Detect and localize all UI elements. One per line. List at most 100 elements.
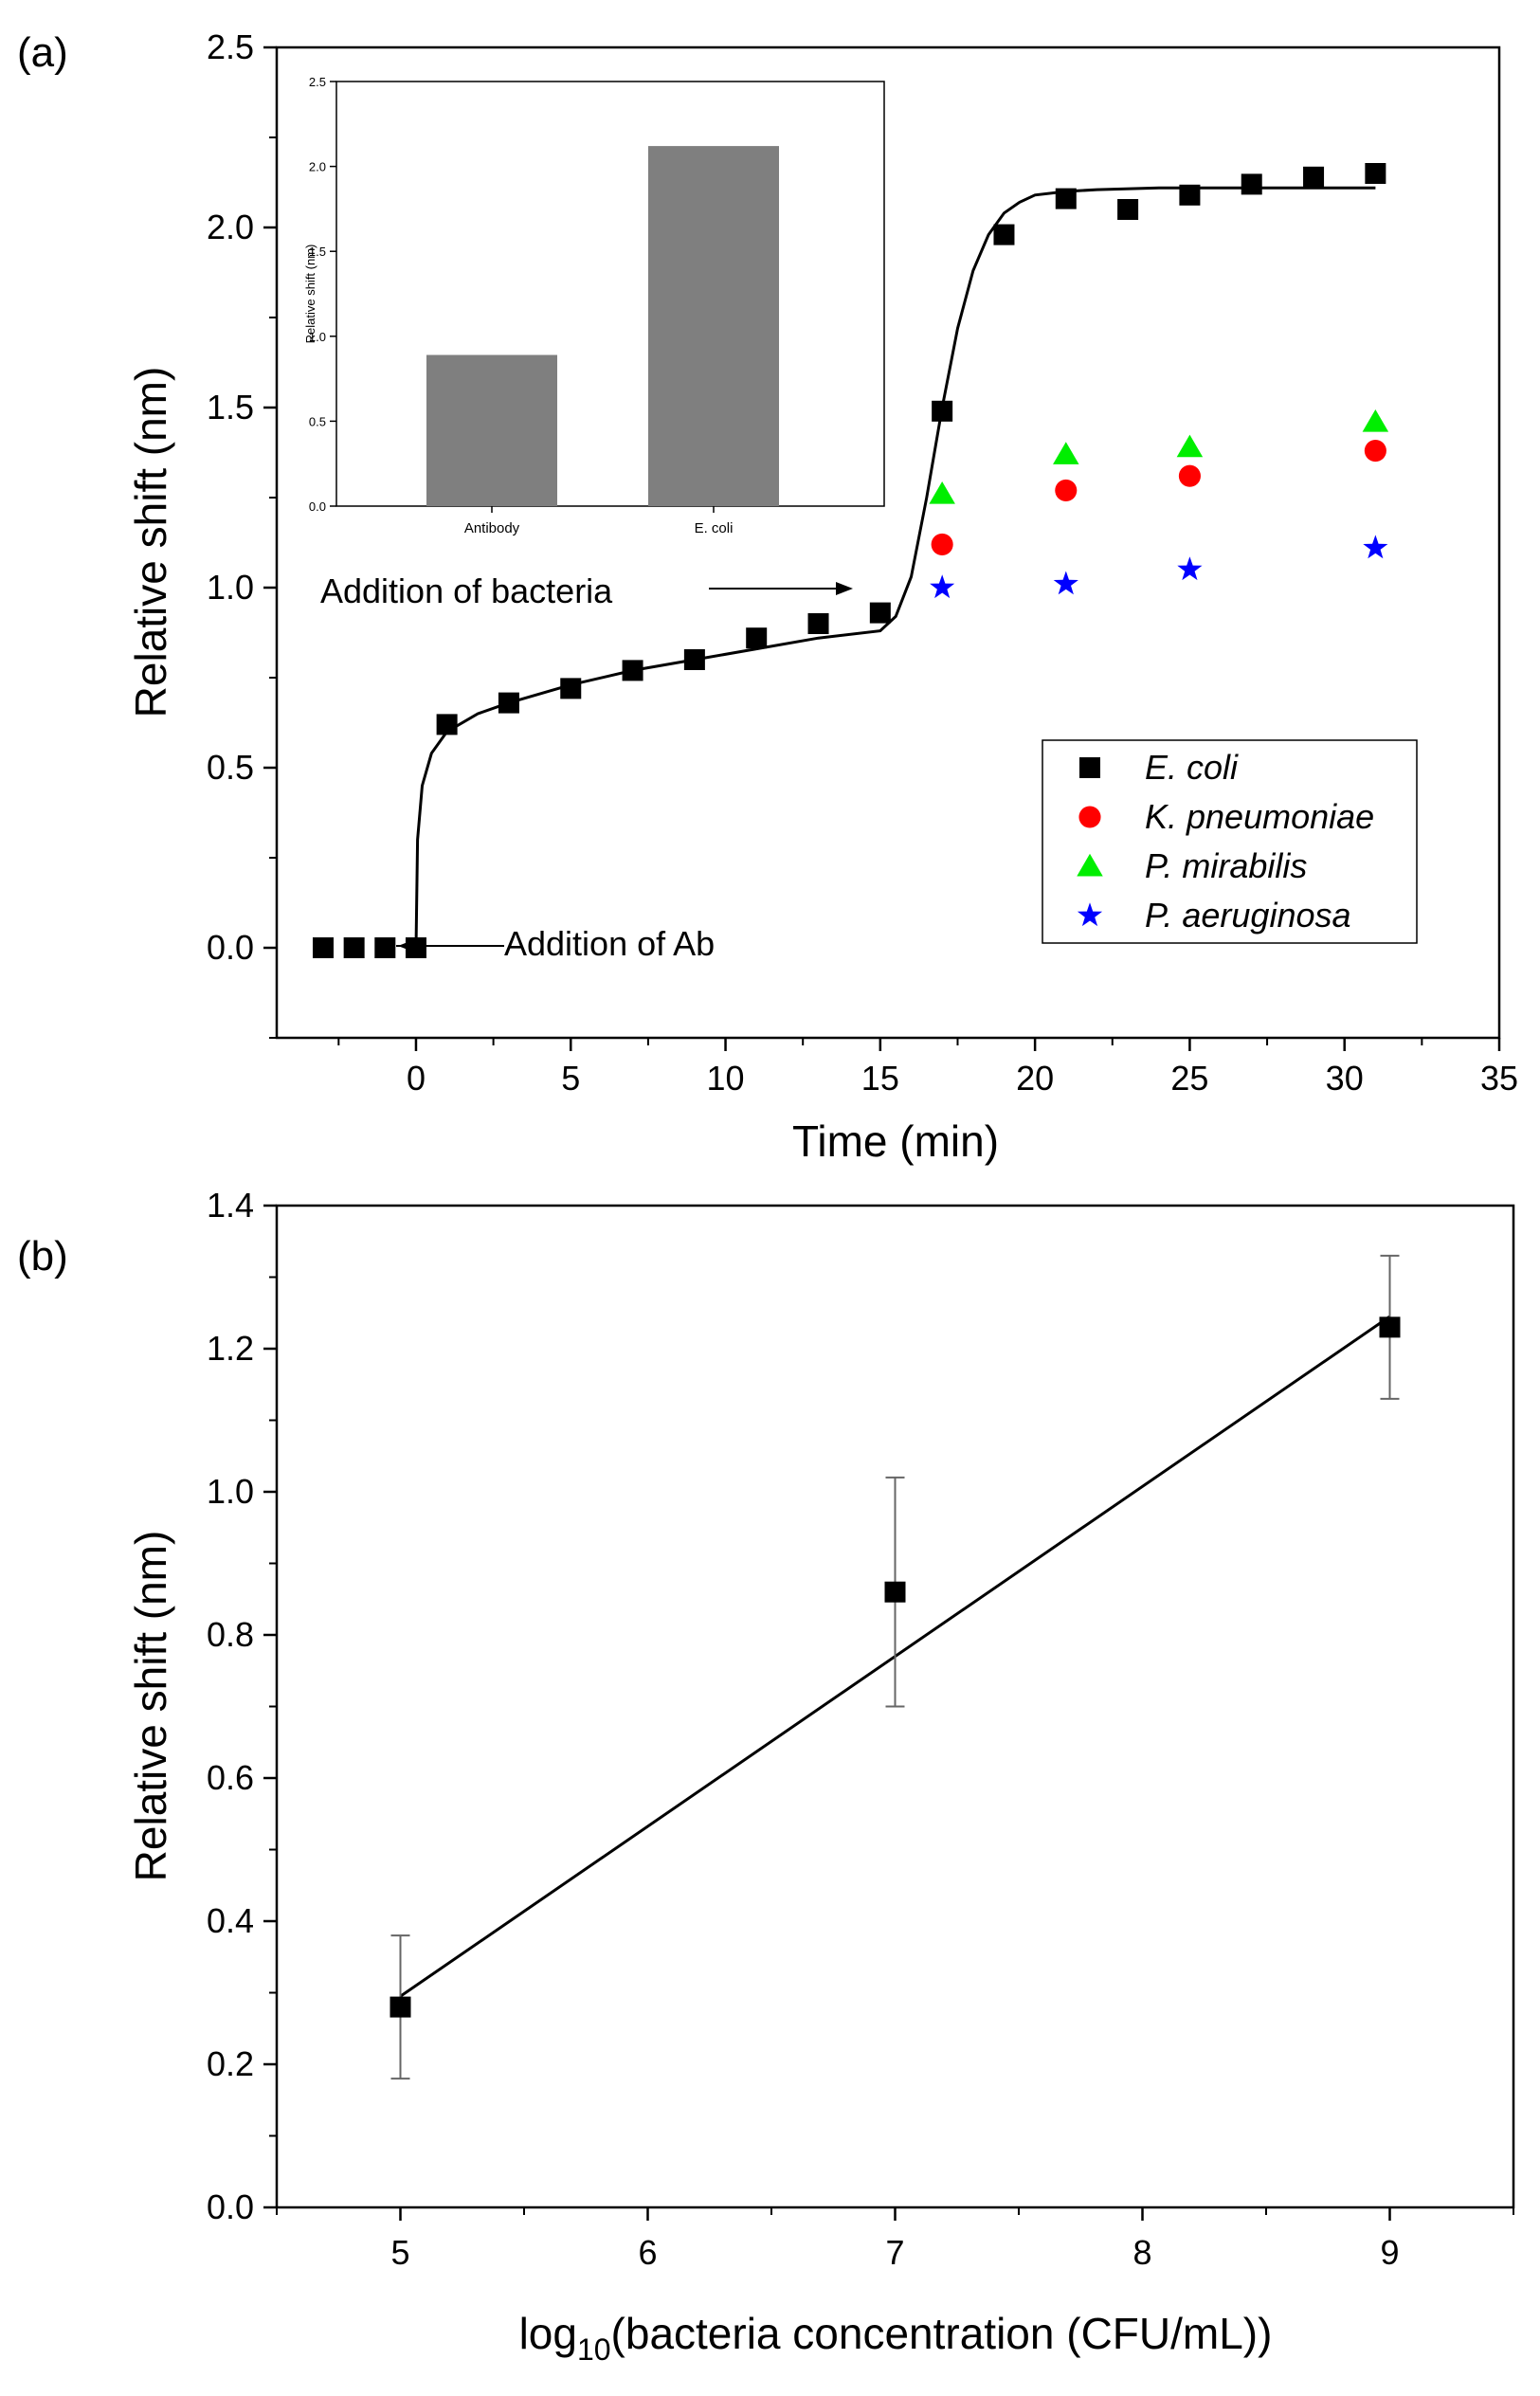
inset-y-tick-label: 0.0 <box>309 499 326 514</box>
panel-b-x-tick-label: 6 <box>638 2233 657 2272</box>
inset-bar-chart: 0.0 0.5 1.0 1.5 2.0 2.5 Antibody E. coli Relat… <box>303 75 885 536</box>
series-3-point-3 <box>1363 535 1388 559</box>
panel-b-data-points <box>390 1254 1401 2080</box>
panel-a-y-ticks: 0.0 0.5 1.0 1.5 2.0 2.5 <box>207 27 277 1039</box>
legend-label-3: P. aeruginosa <box>1145 896 1351 935</box>
panel-b-y-tick-label: 0.8 <box>207 1615 254 1654</box>
series-0-point-9 <box>746 627 768 649</box>
panel-b-y-tick-label: 0.6 <box>207 1758 254 1797</box>
inset-y-tick-label: 2.0 <box>309 160 326 174</box>
inset-x-tick-label: E. coli <box>695 520 734 536</box>
panel-a-y-tick-label: 0.5 <box>207 748 254 787</box>
panel-a-x-axis-title: Time (min) <box>792 1116 999 1166</box>
series-0-point-15 <box>1117 199 1139 220</box>
series-0-point-11 <box>869 602 891 624</box>
inset-bars: Antibody E. coli <box>426 146 779 536</box>
series-0-point-7 <box>622 660 643 681</box>
series-0-point-6 <box>560 678 582 699</box>
panel-a-y-tick-label: 2.5 <box>207 27 254 66</box>
series-2-point-3 <box>1362 409 1389 432</box>
panel-a-plot-frame <box>275 45 1501 1040</box>
panel-b: (b) 5 6 7 8 9 0.0 0.2 0.4 0.6 0.8 1.0 1.2 1.4 log10… <box>17 1186 1515 2367</box>
series-3-point-1 <box>1053 571 1078 595</box>
series-1-point-1 <box>1055 479 1078 501</box>
series-0-point-17 <box>1241 173 1262 195</box>
inset-y-tick-label: 1.0 <box>309 330 326 344</box>
legend-label-0: E. coli <box>1145 748 1239 787</box>
panel-a-x-tick-label: 0 <box>407 1059 426 1098</box>
panel-a-y-tick-label: 1.0 <box>207 568 254 607</box>
series-0-point-13 <box>993 224 1015 245</box>
panel-a-x-tick-label: 20 <box>1016 1059 1054 1098</box>
series-p-mirabilis <box>929 409 1389 504</box>
panel-a-y-tick-label: 0.0 <box>207 928 254 967</box>
panel-b-x-tick-label: 8 <box>1132 2233 1151 2272</box>
panel-a: (a) 0 5 10 15 20 25 30 35 0.0 0.5 1.0 1.5 2.0 2.5 Ti… <box>17 27 1518 1166</box>
series-e-coli <box>312 163 1386 958</box>
panel-b-point-0 <box>390 1996 411 2018</box>
panel-b-point-2 <box>1379 1316 1401 1338</box>
series-1-point-2 <box>1178 464 1201 487</box>
series-1-point-0 <box>931 533 953 555</box>
series-0-point-1 <box>343 937 365 958</box>
series-0-point-12 <box>932 400 953 422</box>
series-0-point-4 <box>436 714 458 735</box>
inset-y-tick-label: 1.5 <box>309 245 326 259</box>
annotation-addition-of-ab: Addition of Ab <box>504 924 715 963</box>
series-0-point-18 <box>1303 166 1325 188</box>
series-2-point-2 <box>1176 434 1204 458</box>
series-0-point-16 <box>1179 184 1201 206</box>
panel-a-x-ticks: 0 5 10 15 20 25 30 35 <box>337 1038 1518 1098</box>
panel-b-x-tick-label: 7 <box>885 2233 904 2272</box>
legend-entries: E. coli K. pneumoniae P. mirabilis P. aerug… <box>1077 748 1374 935</box>
panel-a-y-tick-label: 1.5 <box>207 388 254 427</box>
legend-marker-1 <box>1078 806 1101 828</box>
panel-b-y-tick-label: 1.4 <box>207 1186 254 1225</box>
panel-b-y-ticks: 0.0 0.2 0.4 0.6 0.8 1.0 1.2 1.4 <box>207 1186 277 2226</box>
legend-marker-0 <box>1079 757 1100 778</box>
panel-a-label: (a) <box>17 29 68 76</box>
panel-b-y-tick-label: 0.4 <box>207 1901 254 1940</box>
panel-b-x-axis-title: log10(bacteria concentration (CFU/mL)) <box>519 2309 1273 2367</box>
series-0-point-10 <box>807 613 829 634</box>
panel-b-y-tick-label: 0.0 <box>207 2187 254 2226</box>
legend-marker-2 <box>1077 853 1103 877</box>
panel-b-x-tick-label: 9 <box>1380 2233 1399 2272</box>
legend-box <box>1042 739 1418 944</box>
panel-a-x-tick-label: 15 <box>861 1059 899 1098</box>
panel-b-x-tick-label: 5 <box>390 2233 409 2272</box>
panel-b-x-ticks: 5 6 7 8 9 <box>276 2207 1514 2272</box>
panel-a-y-tick-label: 2.0 <box>207 208 254 246</box>
legend-marker-3 <box>1077 902 1103 927</box>
legend: E. coli K. pneumoniae P. mirabilis P. aerug… <box>1042 739 1418 944</box>
panel-a-fit-curve <box>414 186 1376 949</box>
inset-y-axis-title: Relative shift (nm) <box>303 245 317 344</box>
annotation-addition-of-bacteria: Addition of bacteria <box>320 572 613 610</box>
panel-a-x-tick-label: 35 <box>1480 1059 1518 1098</box>
series-0-point-2 <box>374 937 396 958</box>
panel-a-x-tick-label: 25 <box>1170 1059 1208 1098</box>
panel-b-y-axis-title: Relative shift (nm) <box>126 1531 175 1882</box>
panel-a-x-tick-label: 30 <box>1326 1059 1364 1098</box>
inset-bar-e-coli <box>648 146 779 506</box>
series-3-point-0 <box>930 574 955 599</box>
panel-b-point-1 <box>884 1581 906 1603</box>
inset-frame <box>335 81 885 507</box>
panel-a-x-tick-label: 5 <box>561 1059 580 1098</box>
series-2-point-1 <box>1053 442 1079 464</box>
series-2-point-0 <box>929 481 955 504</box>
panel-b-y-tick-label: 1.0 <box>207 1472 254 1511</box>
ab-arrow-head <box>398 939 415 953</box>
series-1-point-3 <box>1364 440 1386 463</box>
series-0-point-0 <box>312 937 334 958</box>
series-0-point-8 <box>683 649 705 670</box>
legend-label-1: K. pneumoniae <box>1145 797 1374 836</box>
bacteria-arrow-head <box>836 582 853 595</box>
inset-y-tick-label: 0.5 <box>309 414 326 428</box>
inset-x-tick-label: Antibody <box>464 520 520 536</box>
series-p-aeruginosa <box>930 535 1388 599</box>
inset-y-ticks: 0.0 0.5 1.0 1.5 2.0 2.5 <box>309 75 336 514</box>
series-0-point-14 <box>1055 188 1077 209</box>
series-k-pneumoniae <box>931 440 1386 555</box>
